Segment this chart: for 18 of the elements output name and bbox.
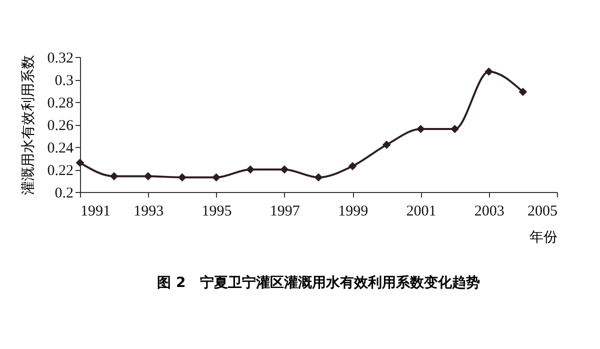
x-tick-label: 1991 (80, 204, 110, 220)
y-tick-label: 0.2 (54, 186, 74, 202)
x-tick-label: 2001 (406, 204, 436, 220)
text: 图 2 宁夏卫宁灌区灌溉用水有效利用系数变化趋势 (157, 274, 480, 291)
x-tick-label: 1999 (338, 204, 368, 220)
y-tick-label: 0.22 (47, 163, 74, 179)
x-tick-label: 1997 (270, 204, 300, 220)
x-tick-label: 2003 (474, 204, 504, 220)
x-axis-title: 年份 (530, 230, 558, 246)
y-tick-label: 0.24 (47, 140, 74, 156)
y-axis-title: 灌溉用水有效利用系数 (20, 55, 36, 195)
y-tick-label: 0.32 (47, 50, 74, 66)
y-tick-label: 0.26 (47, 118, 74, 134)
y-tick-label: 0.3 (54, 73, 74, 89)
x-tick-label: 2005 (528, 204, 558, 220)
x-tick-label: 1995 (202, 204, 232, 220)
y-tick-label: 0.28 (47, 96, 74, 112)
x-tick-label: 1993 (134, 204, 164, 220)
